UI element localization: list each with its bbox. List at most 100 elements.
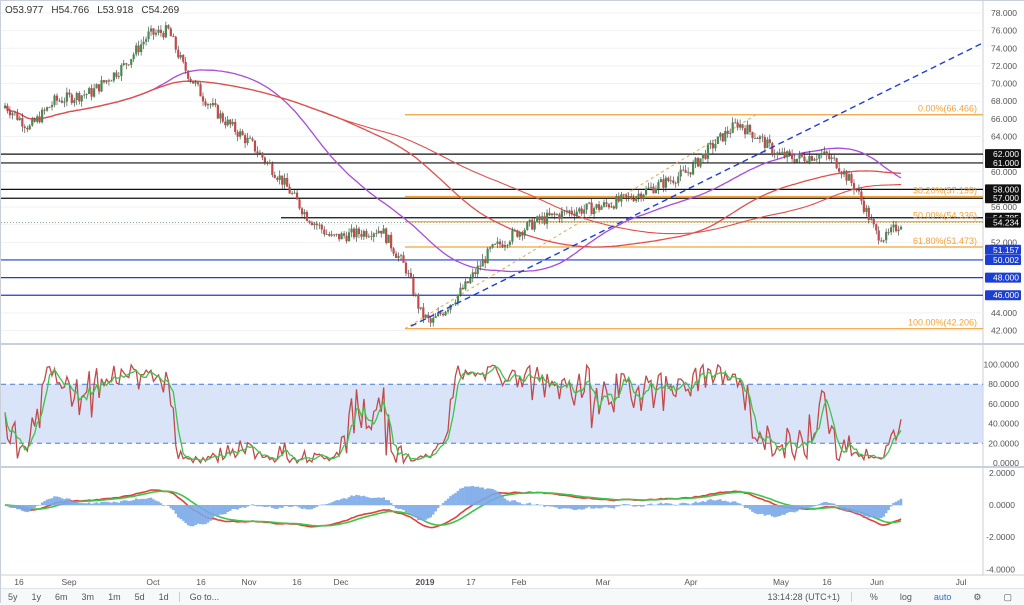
candle[interactable] (46, 107, 48, 110)
candle[interactable] (91, 88, 93, 97)
candle[interactable] (244, 135, 246, 143)
candle[interactable] (682, 170, 684, 171)
candle[interactable] (855, 190, 857, 191)
candle[interactable] (595, 204, 597, 208)
candle[interactable] (853, 183, 855, 190)
candle[interactable] (417, 295, 419, 309)
candle[interactable] (251, 139, 253, 141)
candle[interactable] (615, 196, 617, 208)
candle[interactable] (526, 222, 528, 230)
candle[interactable] (840, 172, 842, 175)
candle[interactable] (521, 232, 523, 236)
candle[interactable] (365, 231, 367, 237)
candle[interactable] (140, 44, 142, 52)
candle[interactable] (823, 152, 825, 153)
candle[interactable] (764, 137, 766, 148)
candle[interactable] (430, 318, 432, 322)
candle[interactable] (675, 183, 677, 184)
candle[interactable] (789, 151, 791, 153)
candle[interactable] (600, 206, 602, 209)
candle[interactable] (464, 281, 466, 289)
candle[interactable] (108, 80, 110, 81)
candle[interactable] (281, 176, 283, 185)
candle[interactable] (670, 180, 672, 181)
candle[interactable] (56, 96, 58, 101)
candle[interactable] (63, 102, 65, 103)
candle[interactable] (692, 163, 694, 174)
candle[interactable] (724, 131, 726, 141)
candle[interactable] (625, 195, 627, 197)
candle[interactable] (519, 232, 521, 237)
range-3m-button[interactable]: 3m (75, 592, 102, 602)
candle[interactable] (588, 203, 590, 204)
candle[interactable] (647, 188, 649, 189)
candle[interactable] (390, 235, 392, 249)
candle[interactable] (41, 110, 43, 123)
candle[interactable] (326, 234, 328, 235)
candle[interactable] (9, 111, 11, 115)
candle[interactable] (826, 152, 828, 156)
candle[interactable] (850, 174, 852, 183)
candle[interactable] (31, 119, 33, 126)
candle[interactable] (751, 132, 753, 138)
candle[interactable] (781, 152, 783, 153)
chart-canvas[interactable]: 0.00%(66.466)38.20%(57.199)50.00%(54.336… (1, 1, 1024, 588)
candle[interactable] (383, 229, 385, 234)
candle[interactable] (791, 154, 793, 159)
candle[interactable] (150, 28, 152, 31)
candle[interactable] (741, 124, 743, 128)
candle[interactable] (73, 100, 75, 103)
candle[interactable] (444, 312, 446, 316)
candle[interactable] (531, 220, 533, 230)
candle[interactable] (712, 143, 714, 148)
candle[interactable] (207, 104, 209, 105)
candle[interactable] (793, 159, 795, 162)
candle[interactable] (469, 278, 471, 283)
candle[interactable] (568, 211, 570, 212)
candle[interactable] (271, 164, 273, 175)
candle[interactable] (316, 224, 318, 226)
candle[interactable] (269, 162, 271, 164)
candle[interactable] (774, 154, 776, 155)
candle[interactable] (14, 112, 16, 113)
fullscreen-icon[interactable]: ▢ (996, 592, 1019, 603)
candle[interactable] (345, 236, 347, 241)
candle[interactable] (573, 214, 575, 216)
candle[interactable] (553, 213, 555, 214)
candle[interactable] (543, 216, 545, 223)
candle[interactable] (368, 236, 370, 237)
candle[interactable] (120, 65, 122, 76)
candle[interactable] (613, 206, 615, 208)
candle[interactable] (640, 194, 642, 199)
candle[interactable] (732, 122, 734, 132)
candle[interactable] (746, 125, 748, 134)
candle[interactable] (388, 235, 390, 243)
candle[interactable] (529, 220, 531, 223)
candle[interactable] (224, 122, 226, 126)
candle[interactable] (556, 214, 558, 215)
candle[interactable] (524, 230, 526, 236)
candle[interactable] (546, 213, 548, 224)
candle[interactable] (246, 138, 248, 143)
candle[interactable] (699, 158, 701, 166)
candle[interactable] (900, 227, 902, 230)
candle[interactable] (259, 153, 261, 154)
candle[interactable] (343, 233, 345, 235)
candle[interactable] (779, 153, 781, 154)
candle[interactable] (415, 295, 417, 296)
candle[interactable] (432, 318, 434, 323)
candle[interactable] (754, 138, 756, 139)
candle[interactable] (341, 233, 343, 239)
candle[interactable] (190, 79, 192, 81)
candle[interactable] (133, 54, 135, 59)
candle[interactable] (363, 231, 365, 237)
candle[interactable] (237, 132, 239, 137)
candle[interactable] (890, 227, 892, 232)
range-1y-button[interactable]: 1y (25, 592, 49, 602)
candle[interactable] (162, 33, 164, 37)
candle[interactable] (86, 94, 88, 95)
candle[interactable] (256, 151, 258, 153)
candle[interactable] (11, 113, 13, 115)
candle[interactable] (868, 208, 870, 220)
candle[interactable] (452, 304, 454, 305)
